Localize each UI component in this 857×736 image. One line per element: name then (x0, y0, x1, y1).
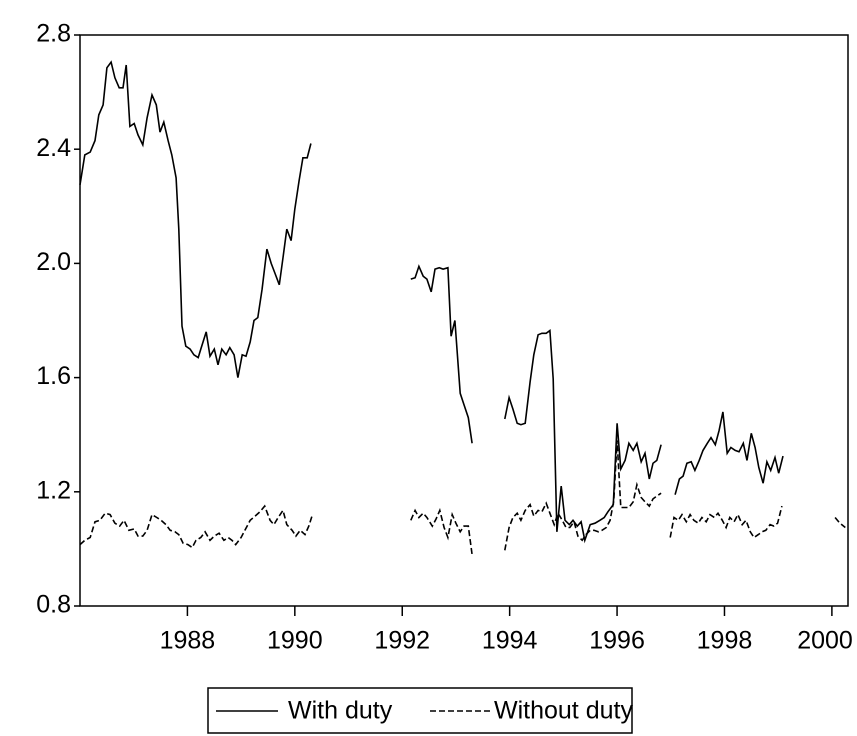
x-tick-label: 1990 (267, 627, 323, 655)
legend-label: Without duty (494, 697, 633, 725)
series-line (79, 440, 846, 555)
y-tick-label: 2.4 (36, 134, 71, 162)
y-tick-label: 2.0 (36, 248, 71, 276)
x-tick-label: 2000 (797, 627, 853, 655)
series-line (79, 60, 784, 544)
x-tick-label: 1988 (160, 627, 216, 655)
legend-label: With duty (288, 697, 393, 725)
y-tick-label: 2.8 (36, 20, 71, 48)
x-tick-label: 1992 (374, 627, 430, 655)
y-tick-label: 1.6 (36, 362, 71, 390)
x-tick-label: 1994 (482, 627, 538, 655)
plot-frame (79, 34, 849, 607)
x-tick-label: 1996 (589, 627, 645, 655)
legend-box (207, 687, 633, 734)
y-tick-label: 0.8 (36, 591, 71, 619)
y-tick-label: 1.2 (36, 476, 71, 504)
x-tick-label: 1998 (697, 627, 753, 655)
